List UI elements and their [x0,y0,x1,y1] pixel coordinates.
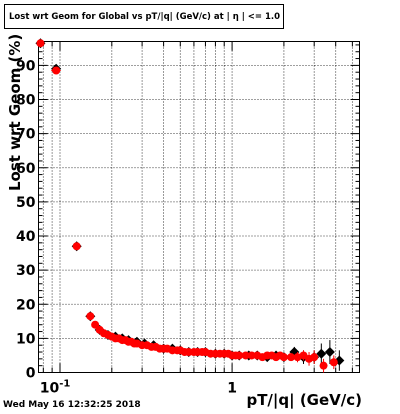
data-point [329,358,338,367]
y-tick-label: 30 [16,263,36,279]
data-point [235,351,244,360]
y-tick-label: 70 [16,127,36,143]
y-tick-label: 50 [16,195,36,211]
y-tick-label: 60 [16,161,36,177]
axes: 0 10 20 30 40 50 60 70 80 90 10-1 1 [16,41,360,397]
y-tick-label: 90 [16,58,36,74]
data-point [324,347,335,358]
y-tick-label: 40 [16,229,36,245]
data-point [36,39,45,48]
data-point [52,66,61,75]
y-tick-label: 10 [16,331,36,347]
data-point [72,242,81,251]
y-tick-label: 20 [16,297,36,313]
data-point [91,320,100,329]
y-tick-label: 0 [26,366,36,382]
grid [38,41,360,373]
x-tick-label: 10-1 [40,379,71,397]
data-point [316,348,327,359]
plot-frame [38,41,360,373]
data-point [310,353,319,362]
x-axis-label: pT/|q| (GeV/c) [246,391,362,409]
data-point [287,353,296,362]
data-point [241,351,250,360]
data-point [279,353,288,362]
data-markers [35,38,345,373]
y-tick-label: 80 [16,93,36,109]
y-axis-label: Lost wrt Geom (%) [6,33,24,191]
x-tick-label: 1 [227,381,237,397]
timestamp: Wed May 16 12:32:25 2018 [3,400,141,410]
data-point [86,312,95,321]
data-point [247,351,256,360]
chart-title: Lost wrt Geom for Global vs pT/|q| (GeV/… [4,4,284,29]
data-point [319,361,328,370]
